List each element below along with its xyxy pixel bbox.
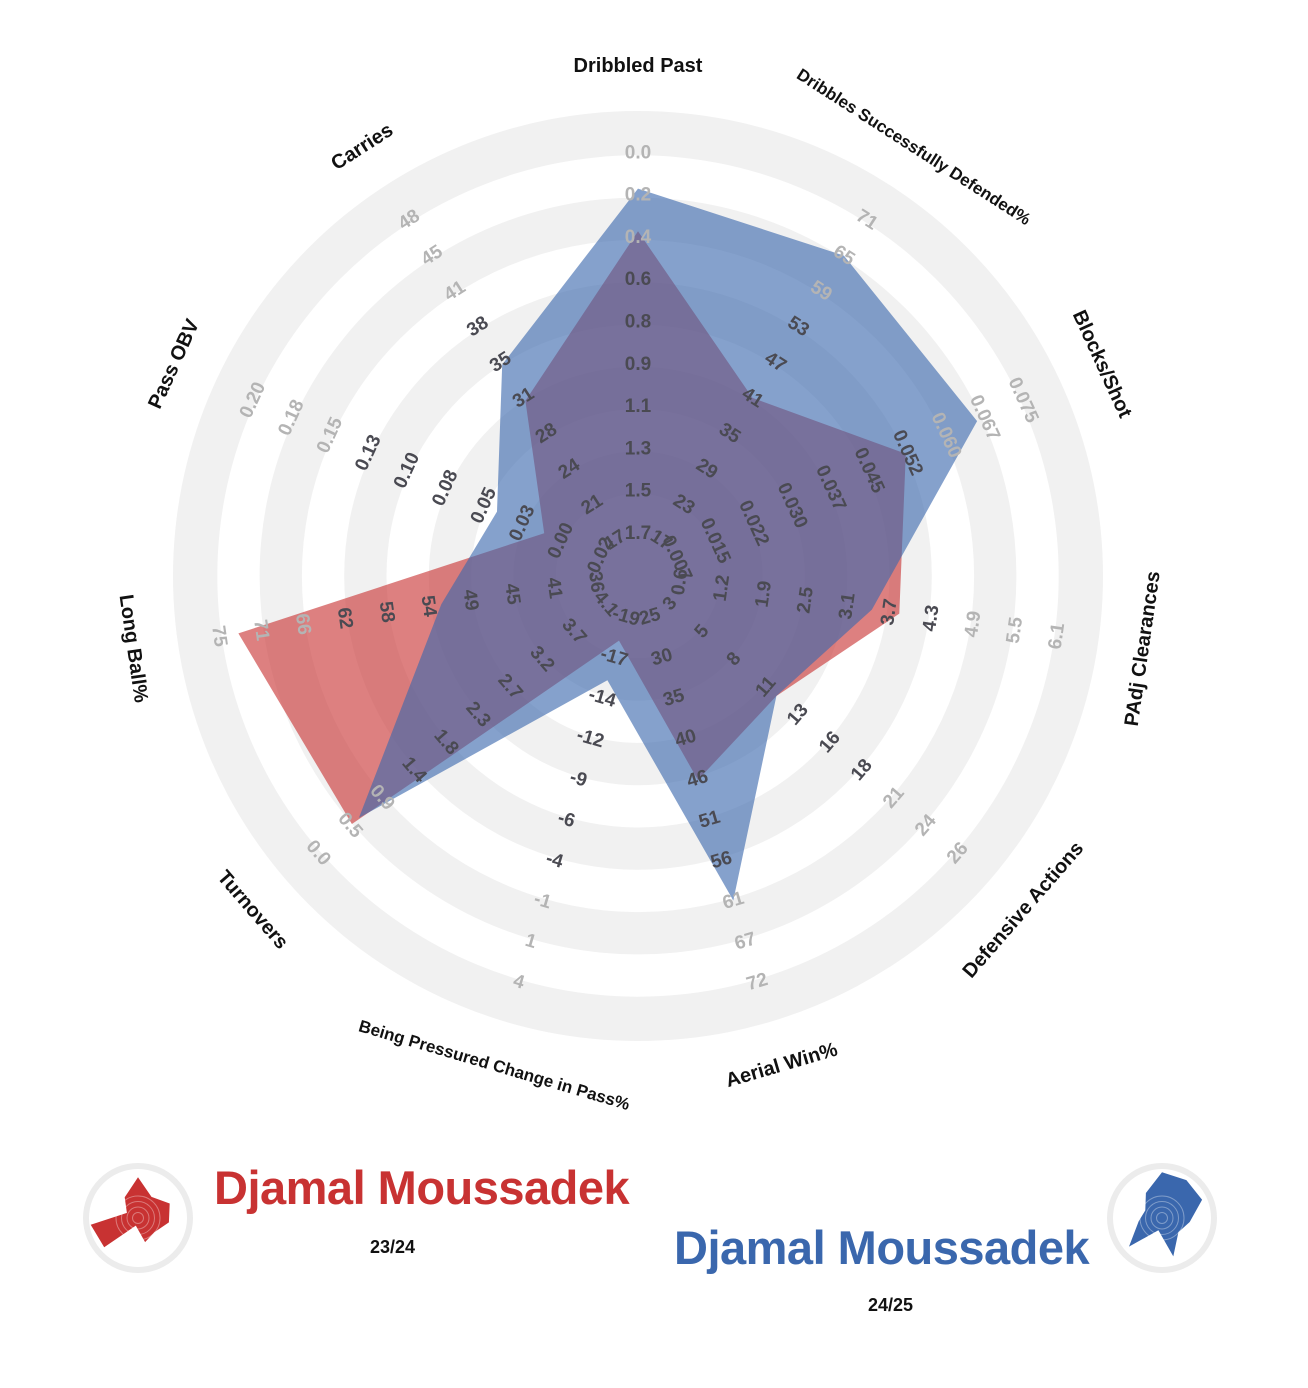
radar-series — [238, 188, 978, 901]
tick-label: 58 — [375, 600, 399, 624]
tick-label: 1.5 — [625, 481, 652, 502]
tick-label: 45 — [500, 582, 524, 606]
mini-grid — [126, 1206, 150, 1230]
mini-grid — [1156, 1212, 1168, 1224]
axis-label: Carries — [327, 119, 397, 175]
radar-chart: 0.00.20.40.60.80.91.11.31.51.77165595347… — [115, 55, 1165, 1114]
tick-label: 1.2 — [710, 574, 735, 603]
axis-label: Turnovers — [213, 866, 293, 953]
tick-label: 1.9 — [752, 580, 777, 609]
tick-label: 36 — [584, 570, 608, 594]
mini-grid — [121, 1201, 155, 1235]
tick-label: 4.3 — [919, 604, 944, 633]
tick-label: 0.9 — [625, 354, 651, 375]
mini-series-area — [1129, 1172, 1203, 1257]
series-1-season: 23/24 — [370, 1237, 416, 1257]
tick-label: 2.5 — [793, 585, 818, 615]
series-1-legend: Djamal Moussadek — [214, 1160, 630, 1215]
series-1-mini-radar — [83, 1163, 193, 1273]
mini-grid — [1145, 1201, 1179, 1235]
tick-label: 3.1 — [835, 591, 860, 621]
mini-grid — [132, 1212, 144, 1224]
tick-label: 66 — [291, 612, 315, 636]
tick-label: 0.8 — [625, 312, 651, 333]
axis-label: Long Ball% — [115, 593, 152, 704]
tick-label: 1.3 — [625, 438, 651, 459]
tick-label: 6.1 — [1045, 621, 1070, 651]
tick-label: 71 — [249, 618, 273, 642]
axis-label: Pass OBV — [144, 315, 204, 412]
tick-label: 3.7 — [877, 598, 902, 627]
tick-label: -6 — [555, 807, 577, 832]
tick-label: 75 — [207, 624, 231, 648]
tick-label: 41 — [542, 576, 566, 600]
mini-series-area — [90, 1177, 170, 1248]
series-2-season: 24/25 — [868, 1295, 914, 1315]
tick-label: 1.7 — [625, 523, 651, 544]
mini-grid — [1139, 1195, 1185, 1241]
tick-label: 0.4 — [625, 227, 652, 248]
tick-label: 5.5 — [1003, 615, 1028, 645]
axis-label: Blocks/Shot — [1068, 307, 1136, 422]
axis-label: PAdj Clearances — [1121, 570, 1165, 728]
series-1-name: Djamal Moussadek — [214, 1161, 630, 1214]
tick-label: 0.0 — [625, 142, 651, 163]
mini-grid — [115, 1195, 161, 1241]
tick-label: 1.1 — [625, 396, 652, 417]
tick-label: -4 — [543, 848, 566, 873]
tick-label: -9 — [567, 767, 589, 792]
tick-label: 0.2 — [625, 185, 651, 206]
tick-label: 49 — [458, 588, 482, 612]
mini-grid — [1150, 1206, 1174, 1230]
series-2-area — [358, 188, 978, 901]
tick-label: -1 — [532, 888, 555, 913]
tick-label: 54 — [417, 594, 441, 618]
tick-label: 4.9 — [961, 610, 986, 639]
series-2-name: Djamal Moussadek — [674, 1221, 1090, 1274]
axis-label: Dribbled Past — [574, 55, 703, 77]
axis-label: Aerial Win% — [723, 1038, 840, 1092]
series-2-mini-radar — [1107, 1163, 1217, 1273]
tick-label: 0.6 — [625, 269, 651, 290]
tick-label: 0.6 — [668, 567, 693, 596]
series-2-legend: Djamal Moussadek — [674, 1220, 1090, 1275]
tick-label: 62 — [333, 606, 357, 630]
